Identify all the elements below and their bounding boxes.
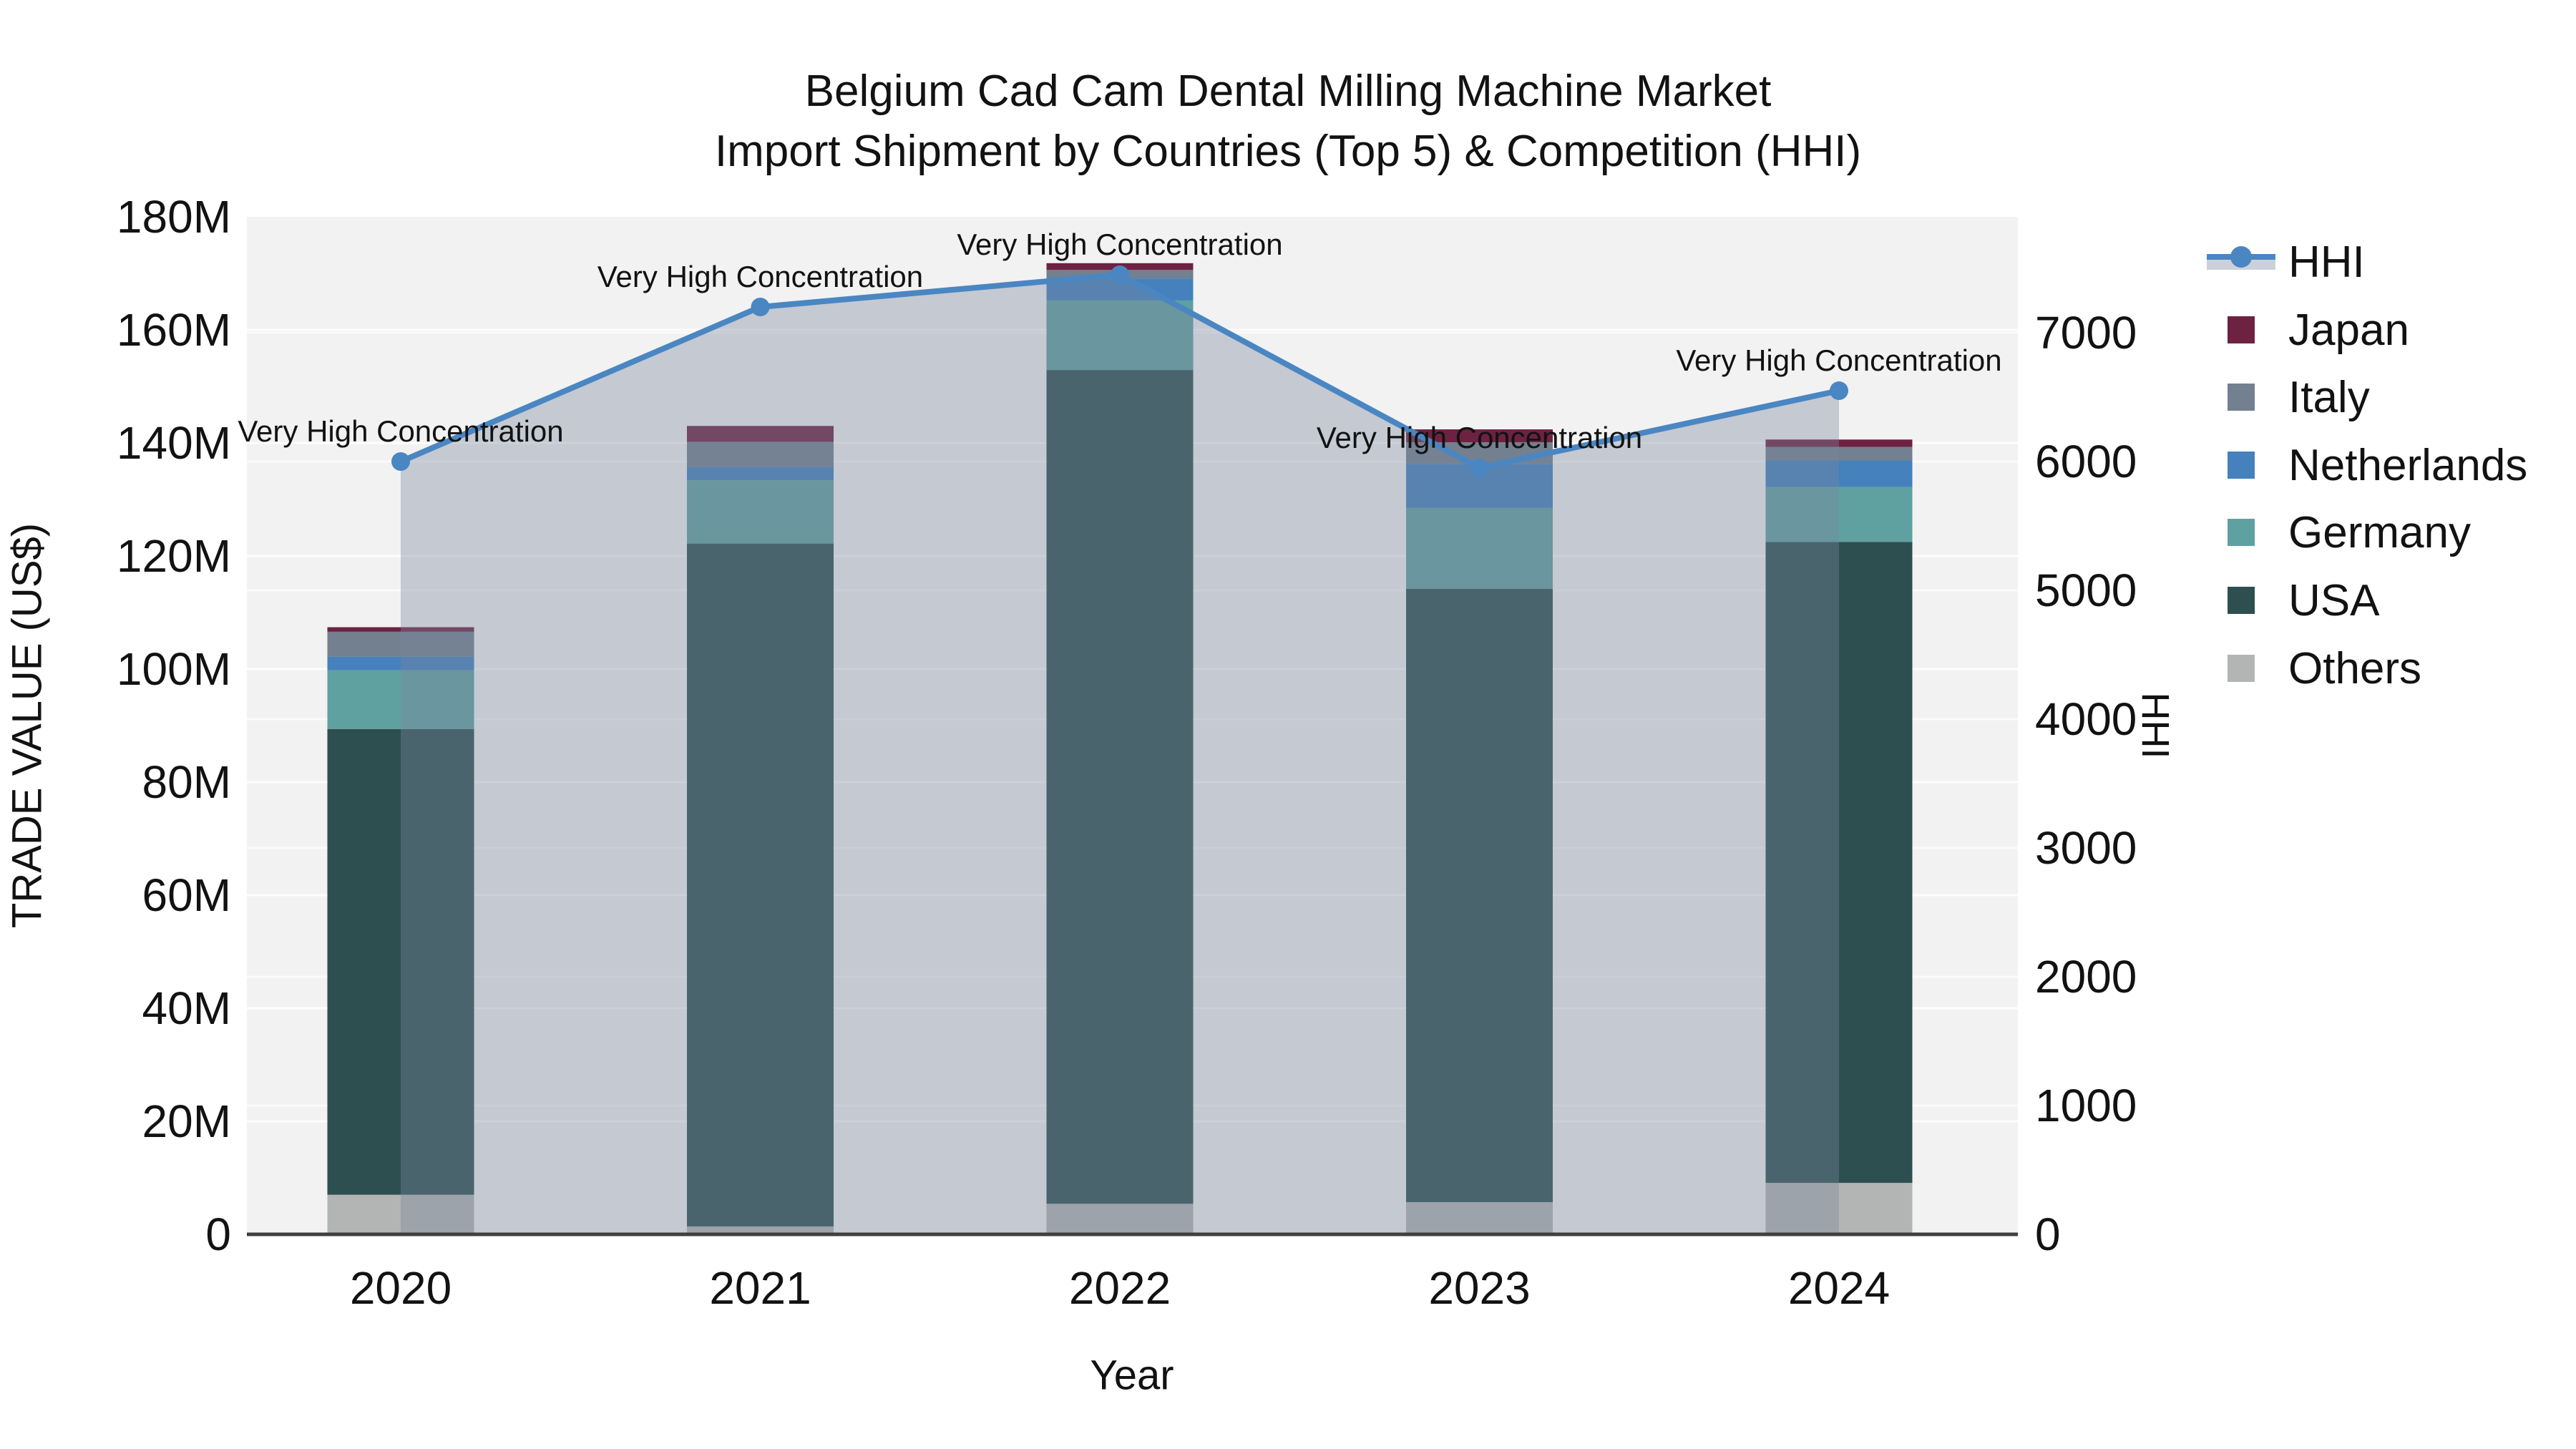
legend-label: Netherlands	[2288, 440, 2528, 490]
bar-segment-germany-2024	[1765, 487, 1913, 542]
bar-segment-japan-2023	[1406, 429, 1553, 443]
hhi-point-2020	[391, 452, 410, 471]
y-left-tick-label: 140M	[117, 417, 231, 469]
bar-segment-germany-2020	[327, 670, 474, 729]
annotation-2021: Very High Concentration	[597, 260, 923, 293]
y-left-tick-label: 60M	[142, 869, 232, 921]
bar-segment-japan-2021	[687, 426, 834, 442]
bar-segment-japan-2024	[1765, 439, 1913, 447]
legend-item-japan[interactable]: Japan	[2207, 306, 2409, 355]
y2-axis-title: HHI	[2134, 692, 2177, 759]
y-right-tick-label: 0	[2035, 1209, 2061, 1260]
legend-label: USA	[2288, 575, 2380, 625]
chart-title-line2: Import Shipment by Countries (Top 5) & C…	[714, 127, 1862, 176]
y-right-tick-label: 7000	[2035, 307, 2137, 358]
hhi-line-swatch	[2207, 240, 2275, 284]
x-tick-label: 2021	[709, 1262, 811, 1314]
y-left-tick-label: 0	[205, 1209, 231, 1260]
legend-label: Italy	[2288, 372, 2370, 422]
legend-item-hhi[interactable]: HHI	[2207, 238, 2365, 287]
bar-segment-netherlands-2024	[1765, 460, 1913, 487]
legend-label: HHI	[2288, 237, 2365, 287]
legend-item-others[interactable]: Others	[2207, 643, 2422, 693]
usa-swatch	[2207, 578, 2275, 623]
bar-segment-italy-2020	[327, 631, 474, 657]
annotation-2020: Very High Concentration	[238, 414, 563, 448]
x-tick-label: 2024	[1788, 1262, 1890, 1314]
legend-item-italy[interactable]: Italy	[2207, 373, 2370, 422]
bar-segment-netherlands-2020	[327, 656, 474, 670]
hhi-point-2024	[1830, 381, 1848, 400]
y-left-tick-label: 100M	[117, 643, 231, 695]
y-right-tick-label: 3000	[2035, 822, 2137, 874]
hhi-point-2021	[751, 298, 770, 316]
hhi-point-2023	[1470, 459, 1489, 477]
bar-segment-germany-2023	[1406, 507, 1553, 589]
bar-segment-italy-2021	[687, 441, 834, 467]
bar-segment-others-2023	[1406, 1201, 1553, 1234]
annotation-2023: Very High Concentration	[1317, 421, 1642, 454]
y-axis-title: TRADE VALUE (US$)	[4, 522, 51, 929]
japan-swatch	[2207, 308, 2275, 352]
bar-segment-others-2020	[327, 1194, 474, 1234]
legend-item-usa[interactable]: USA	[2207, 575, 2380, 625]
bar-segment-others-2022	[1046, 1204, 1194, 1234]
italy-swatch	[2207, 375, 2275, 419]
bar-segment-germany-2021	[687, 480, 834, 544]
bar-segment-japan-2020	[327, 627, 474, 632]
x-axis-title: Year	[1090, 1352, 1174, 1399]
germany-swatch	[2207, 510, 2275, 555]
x-tick-label: 2023	[1428, 1262, 1530, 1314]
annotation-2024: Very High Concentration	[1676, 343, 2001, 377]
y-right-tick-label: 5000	[2035, 565, 2137, 616]
y-left-tick-label: 120M	[117, 530, 231, 582]
hhi-area-fill	[401, 275, 1839, 1234]
legend-item-netherlands[interactable]: Netherlands	[2207, 441, 2527, 490]
y-right-tick-label: 1000	[2035, 1080, 2137, 1131]
y-left-tick-label: 80M	[142, 756, 232, 808]
legend-label: Others	[2288, 643, 2422, 693]
bar-segment-netherlands-2021	[687, 467, 834, 481]
y-left-tick-label: 180M	[117, 191, 231, 243]
bar-segment-usa-2022	[1046, 370, 1194, 1204]
hhi-point-2022	[1111, 265, 1129, 284]
bar-segment-usa-2021	[687, 543, 834, 1226]
bar-segment-others-2021	[687, 1226, 834, 1234]
y-left-tick-label: 160M	[117, 304, 231, 356]
bar-segment-italy-2024	[1765, 447, 1913, 461]
y-right-tick-label: 2000	[2035, 951, 2137, 1002]
annotation-2022: Very High Concentration	[957, 228, 1282, 261]
y-left-tick-label: 40M	[142, 982, 232, 1034]
x-tick-label: 2022	[1069, 1262, 1171, 1314]
bar-segment-others-2024	[1765, 1183, 1913, 1234]
y-left-tick-label: 20M	[142, 1096, 232, 1147]
legend-label: Japan	[2288, 305, 2409, 355]
bar-segment-usa-2023	[1406, 588, 1553, 1202]
others-swatch	[2207, 646, 2275, 691]
netherlands-swatch	[2207, 443, 2275, 487]
chart-title: Belgium Cad Cam Dental Milling Machine M…	[0, 62, 2576, 182]
bar-segment-usa-2024	[1765, 542, 1913, 1184]
chart-title-line1: Belgium Cad Cam Dental Milling Machine M…	[804, 67, 1772, 116]
legend-label: Germany	[2288, 507, 2471, 557]
y-right-tick-label: 4000	[2035, 693, 2137, 745]
bar-segment-usa-2020	[327, 728, 474, 1195]
legend-item-germany[interactable]: Germany	[2207, 507, 2471, 557]
y-right-tick-label: 6000	[2035, 436, 2137, 487]
x-tick-label: 2020	[350, 1262, 452, 1314]
bar-segment-germany-2022	[1046, 300, 1194, 371]
